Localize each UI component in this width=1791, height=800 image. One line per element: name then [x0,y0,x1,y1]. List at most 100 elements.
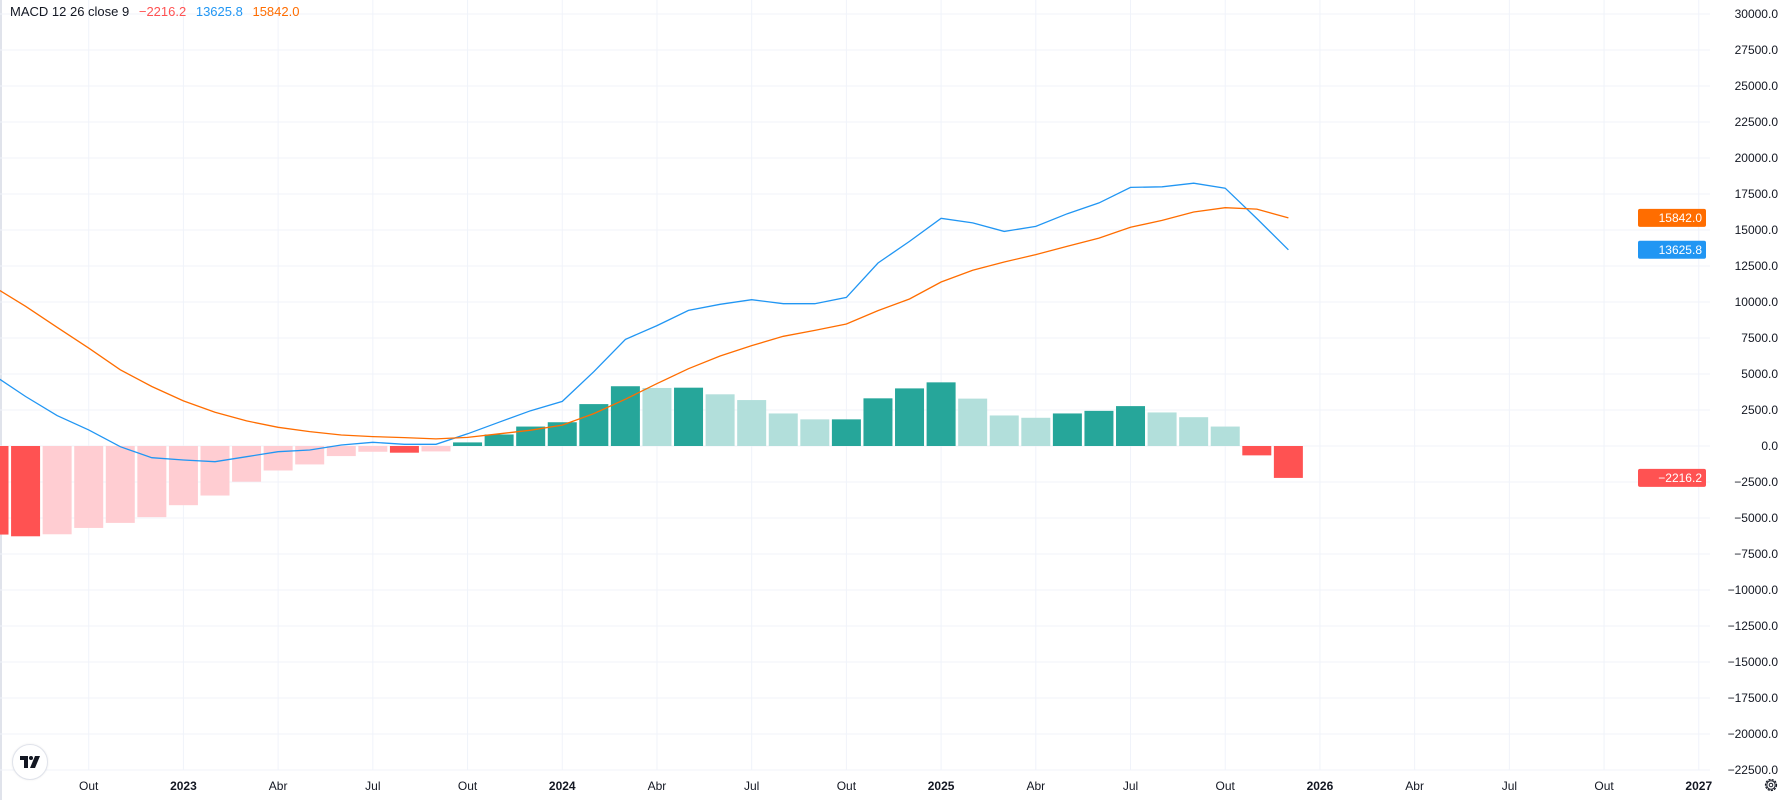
gear-icon [1764,778,1778,792]
histogram-bar[interactable] [263,446,293,471]
x-tick-label: Out [837,779,857,793]
histogram-bar[interactable] [547,422,577,446]
x-tick-label: Out [79,779,99,793]
histogram-bar[interactable] [453,442,483,446]
y-tick-label: −17500.0 [1728,691,1779,705]
y-tick-label: 12500.0 [1735,259,1779,273]
x-tick-label: 2027 [1685,779,1712,793]
y-tick-label: −15000.0 [1728,655,1779,669]
histogram-bar[interactable] [1052,413,1082,446]
histogram-bar[interactable] [137,446,167,518]
x-tick-label: Out [1216,779,1236,793]
histogram-bar[interactable] [895,388,925,446]
x-tick-label: Jul [365,779,380,793]
y-tick-label: 22500.0 [1735,115,1779,129]
legend-signal-value: 15842.0 [252,4,300,19]
x-tick-label: 2023 [170,779,197,793]
x-tick-label: Out [1594,779,1614,793]
y-tick-label: 5000.0 [1741,367,1778,381]
y-tick-label: −12500.0 [1728,619,1779,633]
legend-title: MACD 12 26 close 9 [10,4,130,19]
histogram-bar[interactable] [484,434,514,446]
y-tick-label: −5000.0 [1734,511,1778,525]
legend-macd-value: 13625.8 [195,4,243,19]
histogram-bar[interactable] [768,413,798,446]
y-tick-label: −20000.0 [1728,727,1779,741]
histogram-bar[interactable] [168,446,198,506]
histogram-bar[interactable] [1242,446,1272,456]
macd-line[interactable] [0,182,1289,463]
price-label-text: 15842.0 [1659,211,1703,225]
histogram-bar[interactable] [516,426,546,446]
x-tick-label: Jul [1123,779,1138,793]
y-tick-label: 2500.0 [1741,403,1778,417]
histogram-bar[interactable] [705,394,735,446]
price-label-badge [1638,468,1706,487]
tradingview-logo[interactable] [12,744,48,780]
y-tick-label: −22500.0 [1728,763,1779,777]
histogram-bar[interactable] [232,446,262,482]
histogram-bar[interactable] [642,387,672,446]
histogram-bar[interactable] [1273,446,1303,478]
y-tick-label: 30000.0 [1735,7,1779,21]
histogram-bar[interactable] [674,387,704,446]
y-tick-label: −7500.0 [1734,547,1778,561]
y-tick-label: −2500.0 [1734,475,1778,489]
histogram-bar[interactable] [421,446,451,452]
y-tick-label: 15000.0 [1735,223,1779,237]
y-tick-label: −10000.0 [1728,583,1779,597]
histogram-bar[interactable] [326,446,356,457]
price-label-text: −2216.2 [1658,471,1702,485]
y-tick-label: 10000.0 [1735,295,1779,309]
x-tick-label: 2025 [928,779,955,793]
histogram-bar[interactable] [1210,426,1240,446]
x-tick-label: Abr [648,779,667,793]
histogram-bar[interactable] [200,446,230,496]
y-tick-label: 7500.0 [1741,331,1778,345]
histogram-bar[interactable] [42,446,72,535]
histogram-bar[interactable] [737,400,767,446]
price-label-badge [1638,208,1706,227]
histogram-bar[interactable] [958,398,988,446]
histogram-bar[interactable] [1084,410,1114,446]
histogram-bar[interactable] [11,446,41,537]
x-tick-label: Abr [1026,779,1045,793]
indicator-legend[interactable]: MACD 12 26 close 9 −2216.2 13625.8 15842… [10,4,305,19]
x-tick-label: Out [458,779,478,793]
histogram-bar[interactable] [74,446,104,528]
histogram-bar[interactable] [863,398,893,446]
settings-button[interactable] [1761,775,1781,795]
y-tick-label: 20000.0 [1735,151,1779,165]
left-edge-border [0,0,2,800]
histogram-bar[interactable] [1147,412,1177,446]
histogram-bar[interactable] [105,446,135,523]
tradingview-logo-icon [20,756,40,768]
histogram-bar[interactable] [358,446,388,452]
y-tick-label: 17500.0 [1735,187,1779,201]
histogram-bar[interactable] [579,404,609,446]
price-label-text: 13625.8 [1659,243,1703,257]
legend-histogram-value: −2216.2 [138,4,187,19]
histogram-bar[interactable] [989,415,1019,446]
histogram-bar[interactable] [926,382,956,446]
histogram-bar[interactable] [0,446,9,535]
y-tick-label: 0.0 [1761,439,1778,453]
histogram-bar[interactable] [1179,417,1209,446]
histogram-bar[interactable] [800,419,830,446]
price-label-badge [1638,240,1706,259]
x-tick-label: 2024 [549,779,576,793]
x-tick-label: Abr [269,779,288,793]
histogram-bar[interactable] [831,419,861,446]
x-tick-label: Abr [1405,779,1424,793]
histogram-bar[interactable] [1116,406,1146,446]
histogram-bar[interactable] [1021,417,1051,446]
histogram-bar[interactable] [389,446,419,453]
x-tick-label: Jul [1502,779,1517,793]
x-tick-label: Jul [744,779,759,793]
signal-line[interactable] [0,207,1289,440]
y-tick-label: 25000.0 [1735,79,1779,93]
histogram-bar[interactable] [610,386,640,446]
y-tick-label: 27500.0 [1735,43,1779,57]
x-tick-label: 2026 [1307,779,1334,793]
